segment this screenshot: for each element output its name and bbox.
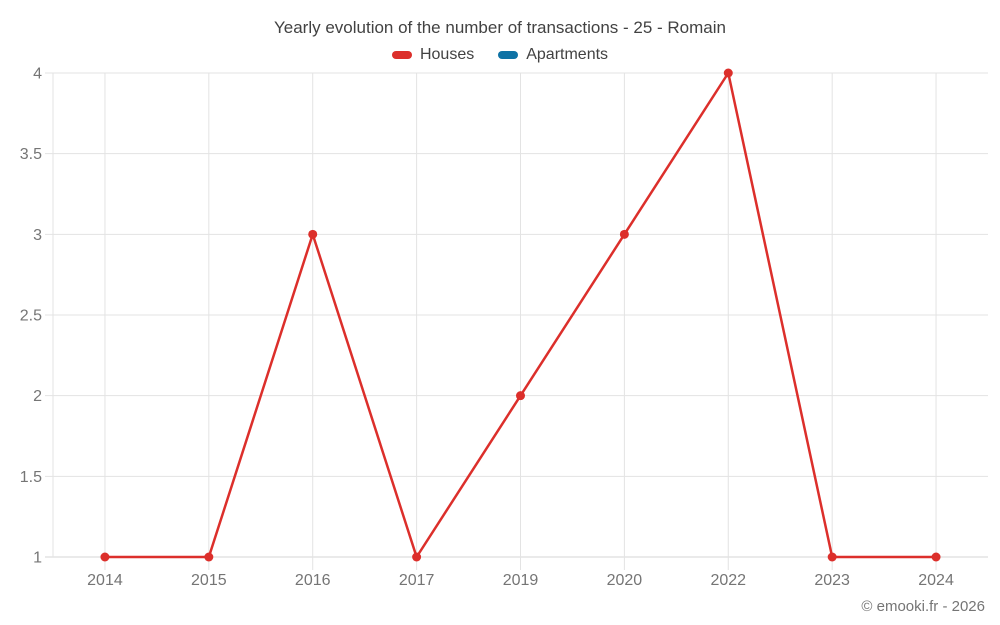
x-axis-tick-label: 2015 xyxy=(191,572,227,589)
legend-item-apartments[interactable]: Apartments xyxy=(498,46,608,64)
y-axis-tick-label: 1 xyxy=(33,550,42,567)
legend-item-houses[interactable]: Houses xyxy=(391,46,475,64)
x-axis-tick-label: 2020 xyxy=(607,572,643,589)
x-axis-tick-label: 2016 xyxy=(295,572,331,589)
legend-label: Apartments xyxy=(526,46,609,63)
y-axis-tick-label: 1.5 xyxy=(20,469,42,486)
y-axis-tick-label: 4 xyxy=(33,66,42,83)
legend-swatch-houses xyxy=(391,51,412,59)
data-point-houses-2023[interactable] xyxy=(827,552,837,562)
legend-label: Houses xyxy=(419,46,475,63)
y-axis-tick-label: 2 xyxy=(33,388,42,405)
x-axis-tick-label: 2019 xyxy=(503,572,539,589)
chart-title: Yearly evolution of the number of transa… xyxy=(273,18,726,37)
data-point-houses-2015[interactable] xyxy=(204,552,214,562)
data-point-houses-2019[interactable] xyxy=(516,391,525,401)
data-point-houses-2020[interactable] xyxy=(619,229,629,239)
x-axis-tick-label: 2017 xyxy=(399,572,435,589)
x-axis-tick-label: 2014 xyxy=(87,572,123,589)
copyright-credit: © emooki.fr - 2026 xyxy=(861,598,985,615)
chart-legend: Houses Apartments xyxy=(0,46,1000,64)
data-point-houses-2024[interactable] xyxy=(931,552,941,562)
y-axis-tick-label: 3 xyxy=(33,227,42,244)
data-point-houses-2017[interactable] xyxy=(412,552,422,562)
data-point-houses-2022[interactable] xyxy=(723,68,733,78)
legend-swatch-apartments xyxy=(498,51,519,59)
x-axis-tick-label: 2023 xyxy=(814,572,850,589)
y-axis-tick-label: 3.5 xyxy=(20,146,42,163)
x-axis-tick-label: 2022 xyxy=(710,572,746,589)
data-point-houses-2014[interactable] xyxy=(100,552,110,562)
y-axis-tick-label: 2.5 xyxy=(20,308,42,325)
x-axis-tick-label: 2024 xyxy=(918,572,954,589)
data-point-houses-2016[interactable] xyxy=(308,229,318,239)
